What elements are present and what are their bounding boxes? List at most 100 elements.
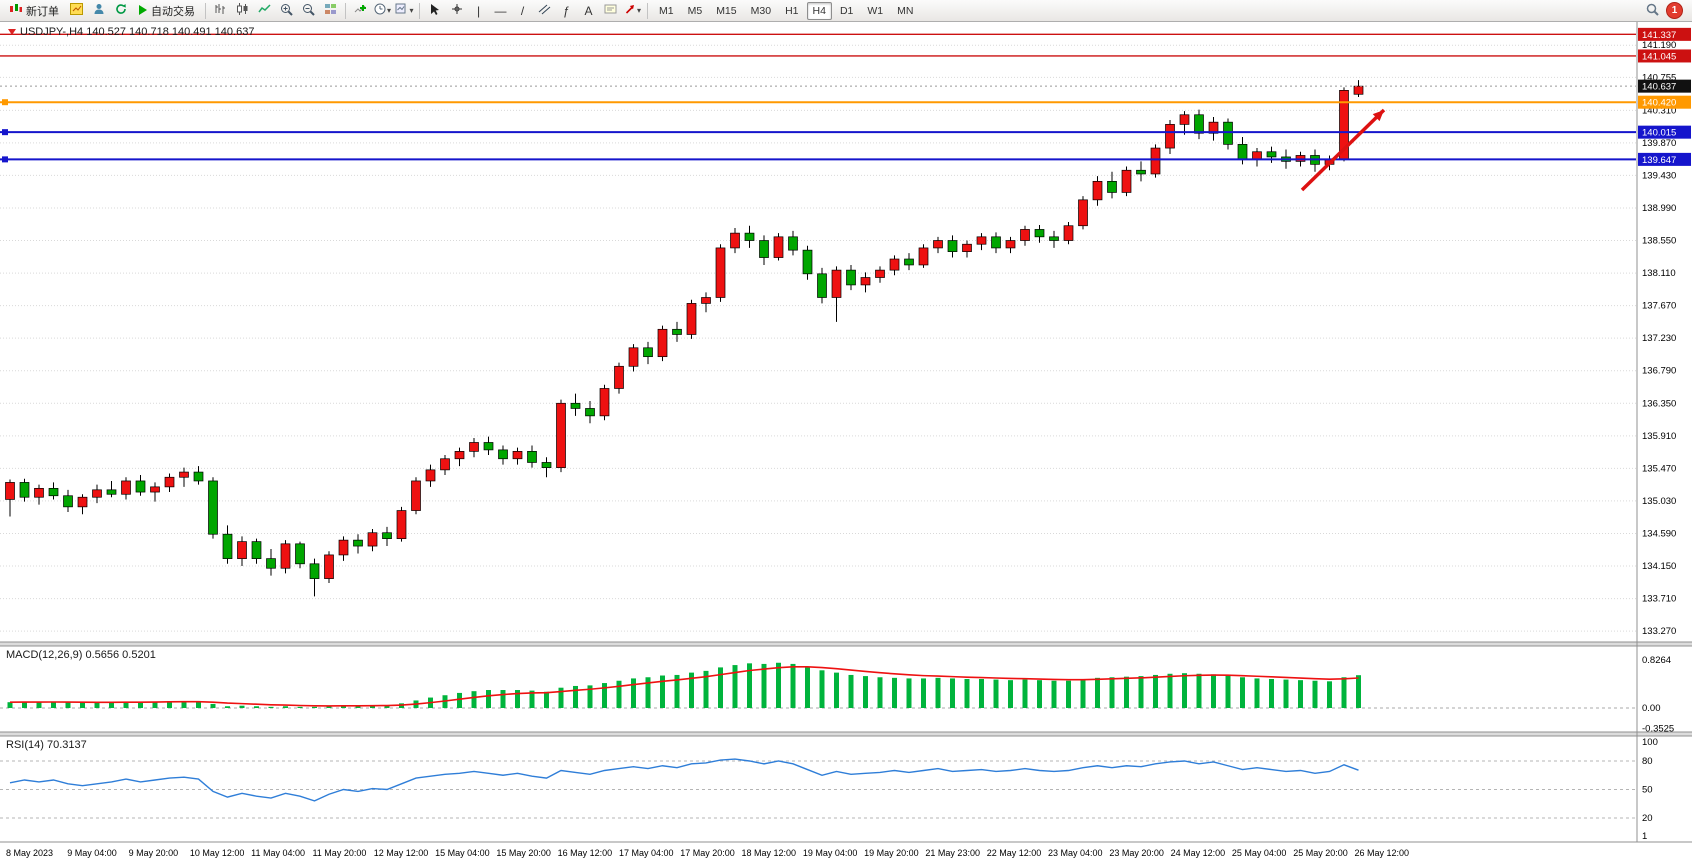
svg-text:15 May 04:00: 15 May 04:00 bbox=[435, 848, 490, 858]
line-chart-button[interactable] bbox=[254, 1, 275, 20]
timeframe-d1-button[interactable]: D1 bbox=[834, 2, 859, 20]
svg-text:138.110: 138.110 bbox=[1642, 268, 1676, 279]
timeframe-m5-button[interactable]: M5 bbox=[682, 2, 709, 20]
timeframe-w1-button[interactable]: W1 bbox=[861, 2, 889, 20]
search-button[interactable] bbox=[1642, 1, 1663, 20]
toolbar-separator bbox=[205, 2, 206, 19]
price-chart[interactable]: 141.190 140.755 140.310 139.870 139.430 138.9… bbox=[0, 22, 1692, 860]
price-marker-badge bbox=[1638, 79, 1691, 93]
svg-text:19 May 04:00: 19 May 04:00 bbox=[803, 848, 858, 858]
text-button[interactable]: A bbox=[578, 1, 599, 20]
arrows-icon bbox=[624, 3, 636, 18]
chart-title-text: USDJPY-,H4 140.527 140.718 140.491 140.6… bbox=[20, 26, 255, 38]
tile-windows-button[interactable] bbox=[320, 1, 341, 20]
horizontal-lines[interactable] bbox=[0, 33, 1636, 163]
svg-text:20: 20 bbox=[1642, 813, 1653, 824]
svg-text:134.590: 134.590 bbox=[1642, 528, 1676, 539]
candlestick-chart-icon bbox=[236, 3, 249, 18]
market-watch-button[interactable] bbox=[66, 1, 87, 20]
svg-text:12 May 12:00: 12 May 12:00 bbox=[374, 848, 429, 858]
svg-text:140.310: 140.310 bbox=[1642, 105, 1676, 116]
chevron-down-icon: ▾ bbox=[636, 6, 641, 15]
candlestick-chart-button[interactable] bbox=[232, 1, 253, 20]
templates-icon bbox=[395, 3, 408, 18]
price-marker-badge bbox=[1638, 152, 1691, 166]
autotrading-button[interactable]: 自动交易 bbox=[132, 1, 201, 20]
navigator-button[interactable] bbox=[88, 1, 109, 20]
timeframe-m30-button[interactable]: M30 bbox=[745, 2, 777, 20]
macd-label: MACD(12,26,9) 0.5656 0.5201 bbox=[6, 649, 156, 661]
svg-text:100: 100 bbox=[1642, 737, 1658, 748]
time-axis[interactable]: 8 May 2023 9 May 04:00 9 May 20:00 10 May 1… bbox=[6, 848, 1409, 858]
trendline-icon: / bbox=[520, 3, 525, 18]
svg-text:135.470: 135.470 bbox=[1642, 463, 1676, 474]
refresh-icon bbox=[115, 3, 127, 18]
notification-badge[interactable]: 1 bbox=[1666, 2, 1683, 19]
new-order-label: 新订单 bbox=[26, 5, 59, 18]
svg-text:80: 80 bbox=[1642, 756, 1653, 767]
svg-text:25 May 20:00: 25 May 20:00 bbox=[1293, 848, 1348, 858]
macd-signal-line bbox=[9, 666, 1359, 707]
timeframe-m1-button[interactable]: M1 bbox=[653, 2, 680, 20]
toolbar-separator bbox=[647, 2, 648, 19]
tile-windows-icon bbox=[324, 3, 337, 18]
zoom-in-icon bbox=[280, 3, 293, 19]
search-icon bbox=[1646, 3, 1659, 19]
svg-text:0.8264: 0.8264 bbox=[1642, 655, 1671, 666]
trendline-button[interactable]: / bbox=[512, 1, 533, 20]
price-marker-badge bbox=[1638, 49, 1691, 63]
navigator-icon bbox=[93, 3, 105, 18]
svg-text:9 May 20:00: 9 May 20:00 bbox=[129, 848, 179, 858]
chart-marker-icon bbox=[8, 29, 16, 35]
periods-clock-icon bbox=[374, 3, 386, 18]
templates-button[interactable]: ▾ bbox=[394, 1, 415, 20]
text-icon: A bbox=[584, 3, 593, 18]
bar-chart-button[interactable] bbox=[210, 1, 231, 20]
toolbar: 新订单 自动交易 bbox=[0, 0, 1692, 22]
indicators-add-icon bbox=[354, 3, 367, 18]
equidistant-channel-button[interactable] bbox=[534, 1, 555, 20]
cursor-button[interactable] bbox=[424, 1, 445, 20]
cursor-icon bbox=[429, 3, 440, 19]
candles[interactable] bbox=[5, 80, 1364, 597]
text-label-button[interactable] bbox=[600, 1, 621, 20]
svg-text:138.990: 138.990 bbox=[1642, 203, 1676, 214]
svg-text:139.647: 139.647 bbox=[1642, 155, 1676, 166]
fibonacci-button[interactable]: ƒ bbox=[556, 1, 577, 20]
price-marker-badge bbox=[1638, 27, 1691, 41]
chevron-down-icon: ▾ bbox=[386, 6, 391, 15]
vertical-line-button[interactable]: | bbox=[468, 1, 489, 20]
svg-text:136.350: 136.350 bbox=[1642, 398, 1676, 409]
equidistant-channel-icon bbox=[538, 3, 551, 18]
svg-text:17 May 20:00: 17 May 20:00 bbox=[680, 848, 735, 858]
horizontal-line-button[interactable]: — bbox=[490, 1, 511, 20]
svg-text:16 May 12:00: 16 May 12:00 bbox=[558, 848, 613, 858]
svg-text:133.710: 133.710 bbox=[1642, 594, 1676, 605]
arrow-annotation[interactable] bbox=[1300, 108, 1386, 192]
refresh-button[interactable] bbox=[110, 1, 131, 20]
zoom-out-button[interactable] bbox=[298, 1, 319, 20]
macd-histogram bbox=[7, 662, 1361, 708]
price-axis[interactable]: 141.190 140.755 140.310 139.870 139.430 138.9… bbox=[1638, 27, 1691, 842]
zoom-in-button[interactable] bbox=[276, 1, 297, 20]
svg-text:19 May 20:00: 19 May 20:00 bbox=[864, 848, 919, 858]
svg-text:50: 50 bbox=[1642, 785, 1653, 796]
toolbar-separator bbox=[419, 2, 420, 19]
timeframe-h1-button[interactable]: H1 bbox=[779, 2, 804, 20]
arrows-button[interactable]: ▾ bbox=[622, 1, 643, 20]
svg-text:138.550: 138.550 bbox=[1642, 236, 1676, 247]
svg-text:140.755: 140.755 bbox=[1642, 72, 1676, 83]
timeframe-h4-button[interactable]: H4 bbox=[806, 2, 832, 20]
market-watch-icon bbox=[70, 3, 83, 18]
svg-text:140.637: 140.637 bbox=[1642, 82, 1676, 93]
svg-text:135.030: 135.030 bbox=[1642, 496, 1676, 507]
timeframe-m15-button[interactable]: M15 bbox=[710, 2, 742, 20]
crosshair-button[interactable] bbox=[446, 1, 467, 20]
svg-text:134.150: 134.150 bbox=[1642, 561, 1676, 572]
indicators-add-button[interactable] bbox=[350, 1, 371, 20]
periods-button[interactable]: ▾ bbox=[372, 1, 393, 20]
timeframe-mn-button[interactable]: MN bbox=[891, 2, 919, 20]
svg-text:23 May 04:00: 23 May 04:00 bbox=[1048, 848, 1103, 858]
new-order-button[interactable]: 新订单 bbox=[3, 1, 65, 20]
horizontal-line-icon: — bbox=[494, 3, 507, 18]
